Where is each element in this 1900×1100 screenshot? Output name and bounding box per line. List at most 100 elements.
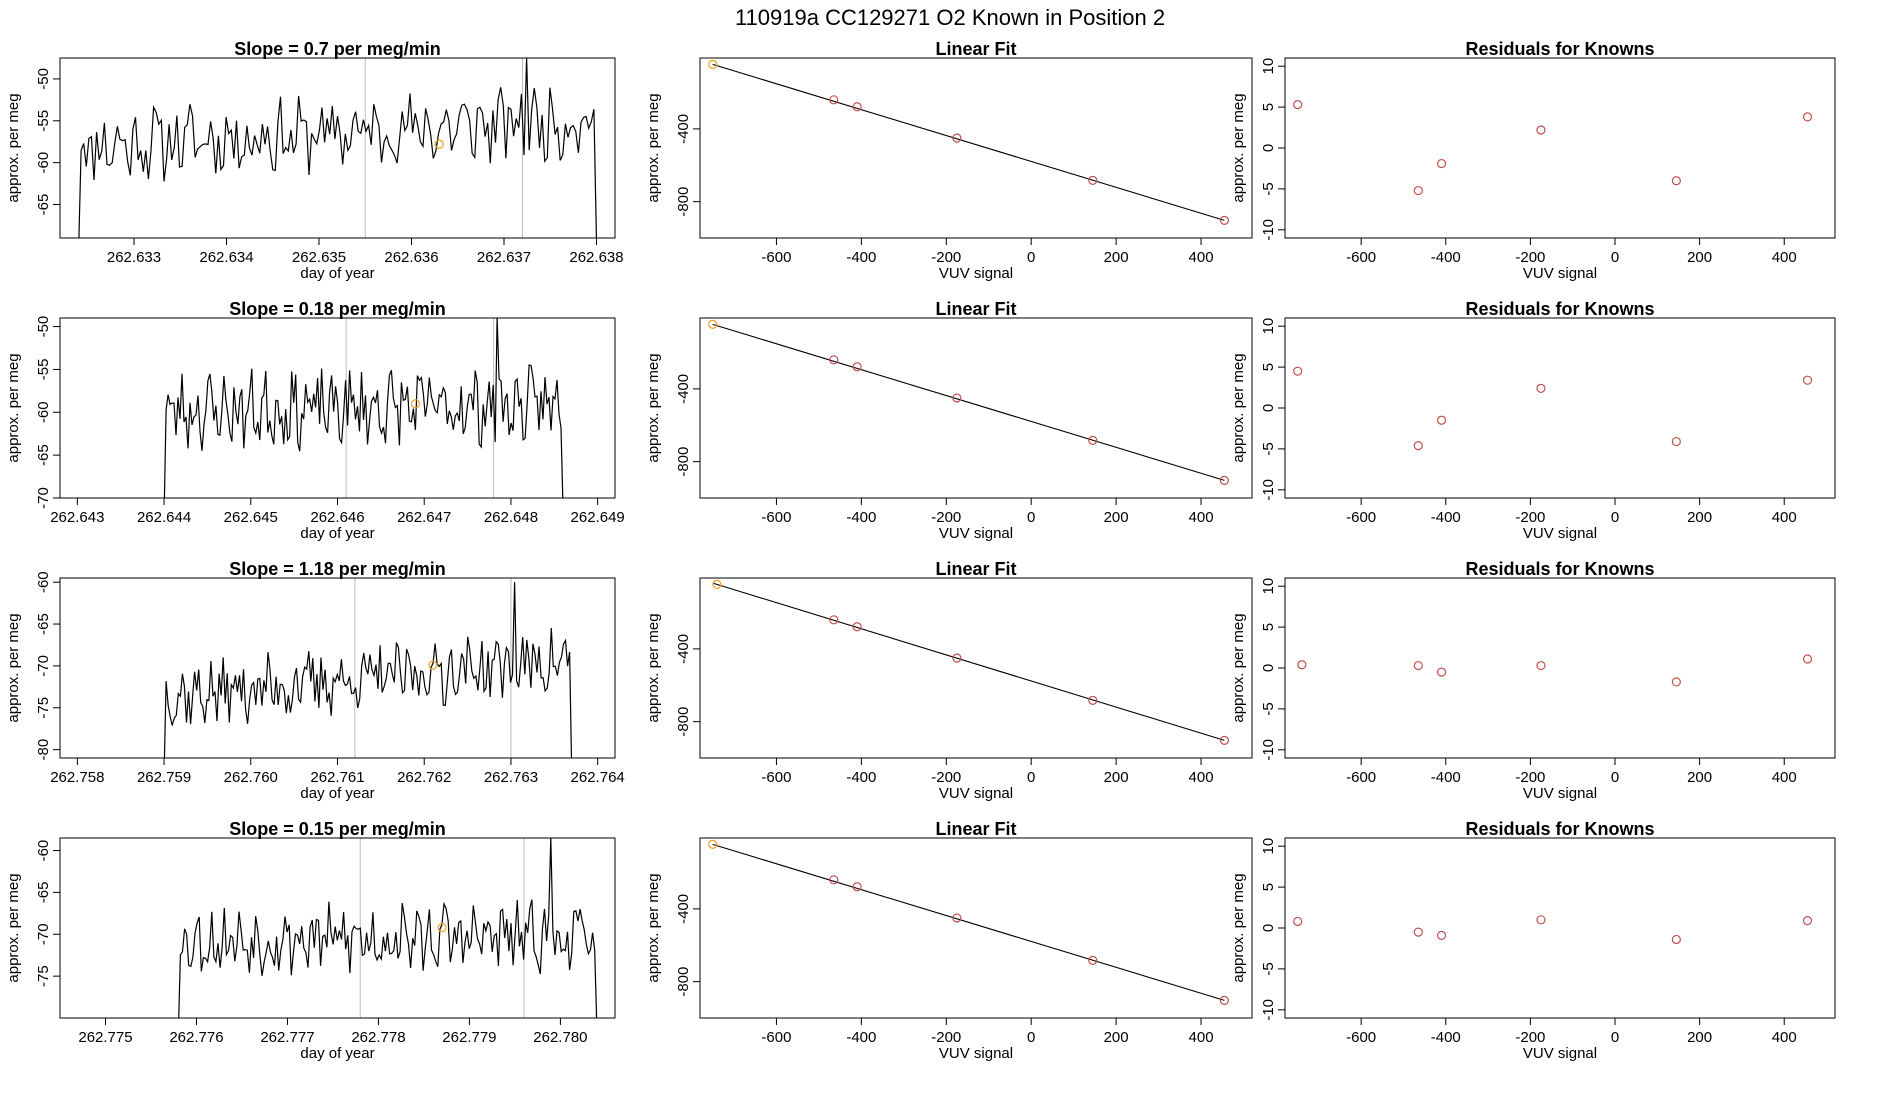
y-tick-label: 0 — [1260, 924, 1277, 932]
x-axis-label: VUV signal — [939, 525, 1013, 542]
data-point — [829, 615, 839, 625]
x-tick-label: -400 — [846, 509, 876, 526]
plot-frame — [699, 57, 1253, 239]
x-tick-label: 200 — [1687, 509, 1712, 526]
x-axis-label: VUV signal — [1523, 525, 1597, 542]
y-tick-label: 5 — [1260, 363, 1277, 371]
data-point — [1293, 100, 1303, 110]
x-tick-label: 262.760 — [224, 769, 278, 786]
y-axis-label: approx. per meg — [645, 93, 662, 202]
y-tick-label: -800 — [675, 187, 692, 217]
x-axis-label: day of year — [300, 785, 374, 802]
x-tick-label: 200 — [1104, 509, 1129, 526]
x-tick-label: -200 — [1515, 1029, 1545, 1046]
x-tick-label: 262.778 — [351, 1029, 405, 1046]
panel-title: Slope = 0.15 per meg/min — [229, 819, 446, 839]
x-tick-label: -200 — [931, 509, 961, 526]
data-point — [952, 913, 962, 923]
y-axis-label: approx. per meg — [1230, 93, 1247, 202]
data-point — [952, 133, 962, 143]
x-tick-label: -600 — [1346, 249, 1376, 266]
x-tick-label: 400 — [1189, 1029, 1214, 1046]
x-axis-label: VUV signal — [939, 785, 1013, 802]
panel-4-2: Linear Fit -600 -400 -200 0 200 400 -400 -800 VUV… — [645, 819, 1253, 1062]
x-tick-label: 262.633 — [107, 249, 161, 266]
x-axis-label: day of year — [300, 1045, 374, 1062]
x-tick-label: -600 — [761, 769, 791, 786]
data-point — [708, 839, 718, 849]
x-tick-label: 262.644 — [137, 509, 191, 526]
data-point — [1297, 660, 1307, 670]
panel-title: Slope = 0.18 per meg/min — [229, 299, 446, 319]
highlight-point — [434, 139, 444, 149]
x-tick-label: 262.636 — [384, 249, 438, 266]
data-point — [1671, 934, 1681, 945]
x-tick-label: 400 — [1772, 249, 1797, 266]
data-point — [1671, 677, 1681, 687]
x-tick-label: -400 — [1431, 249, 1461, 266]
x-axis-label: VUV signal — [1523, 785, 1597, 802]
fit-line — [712, 323, 1225, 481]
x-tick-label: 262.761 — [310, 769, 364, 786]
panel-3-1: Slope = 1.18 per meg/min 262.758 262.759 26… — [5, 559, 625, 802]
x-tick-label: 262.643 — [50, 509, 104, 526]
panel-2-3: Residuals for Knowns -600 -400 -200 0 200 400 -… — [1230, 299, 1836, 542]
x-tick-label: 262.649 — [571, 509, 625, 526]
x-tick-label: 262.758 — [50, 769, 104, 786]
x-tick-label: -600 — [1346, 1029, 1376, 1046]
highlight-point — [437, 922, 447, 933]
x-tick-label: 400 — [1772, 1029, 1797, 1046]
plot-frame — [1284, 577, 1836, 759]
x-tick-label: -200 — [1515, 249, 1545, 266]
y-axis-label: approx. per meg — [645, 613, 662, 722]
y-tick-label: -10 — [1260, 219, 1277, 241]
panel-2-1: Slope = 0.18 per meg/min 262.643 262.644 26… — [5, 299, 625, 542]
data-point — [1802, 112, 1813, 122]
x-tick-label: 0 — [1611, 769, 1619, 786]
data-point — [1671, 436, 1681, 447]
figure-title: 110919a CC129271 O2 Known in Position 2 — [735, 5, 1165, 30]
data-point — [1536, 660, 1546, 671]
plot-frame — [699, 577, 1253, 759]
plot-frame — [1284, 317, 1836, 499]
plot-frame — [699, 317, 1253, 499]
y-tick-label: -50 — [35, 68, 52, 90]
data-point — [1293, 916, 1303, 927]
y-tick-label: -5 — [1260, 702, 1277, 715]
panel-3-3: Residuals for Knowns -600 -400 -200 0 200 400 -… — [1230, 559, 1836, 802]
x-tick-label: 262.775 — [78, 1029, 132, 1046]
fit-line — [712, 63, 1225, 221]
y-tick-label: -10 — [1260, 739, 1277, 761]
x-tick-label: 262.779 — [442, 1029, 496, 1046]
x-tick-label: 262.759 — [137, 769, 191, 786]
y-tick-label: -65 — [35, 194, 52, 216]
y-tick-label: -400 — [675, 114, 692, 144]
y-tick-label: 0 — [1260, 144, 1277, 152]
panel-title: Residuals for Knowns — [1465, 819, 1654, 839]
x-tick-label: 0 — [1027, 249, 1035, 266]
x-tick-label: 200 — [1687, 249, 1712, 266]
data-point — [1802, 654, 1813, 664]
y-axis-label: approx. per meg — [645, 353, 662, 462]
plot-frame — [1284, 837, 1836, 1019]
x-tick-label: 262.648 — [484, 509, 538, 526]
x-tick-label: 400 — [1772, 509, 1797, 526]
data-point — [1293, 366, 1303, 376]
x-tick-label: 0 — [1027, 509, 1035, 526]
y-axis-label: approx. per meg — [1230, 353, 1247, 462]
panel-2-2: Linear Fit -600 -400 -200 0 200 400 -400 -800 VUV… — [645, 299, 1253, 542]
y-tick-label: -70 — [35, 923, 52, 945]
data-point — [829, 875, 839, 885]
panel-title: Slope = 1.18 per meg/min — [229, 559, 446, 579]
panel-title: Slope = 0.7 per meg/min — [234, 39, 441, 59]
x-tick-label: 262.777 — [260, 1029, 314, 1046]
highlight-point — [428, 660, 438, 670]
y-tick-label: -800 — [675, 707, 692, 737]
y-tick-label: -55 — [35, 110, 52, 132]
x-tick-label: -400 — [846, 1029, 876, 1046]
data-point — [1436, 667, 1447, 677]
panel-1-2: Linear Fit -600 -400 -200 0 200 400 -400 -800 VUV… — [645, 39, 1253, 282]
x-tick-label: -200 — [931, 769, 961, 786]
y-tick-label: -400 — [675, 374, 692, 404]
plot-frame — [699, 837, 1253, 1019]
